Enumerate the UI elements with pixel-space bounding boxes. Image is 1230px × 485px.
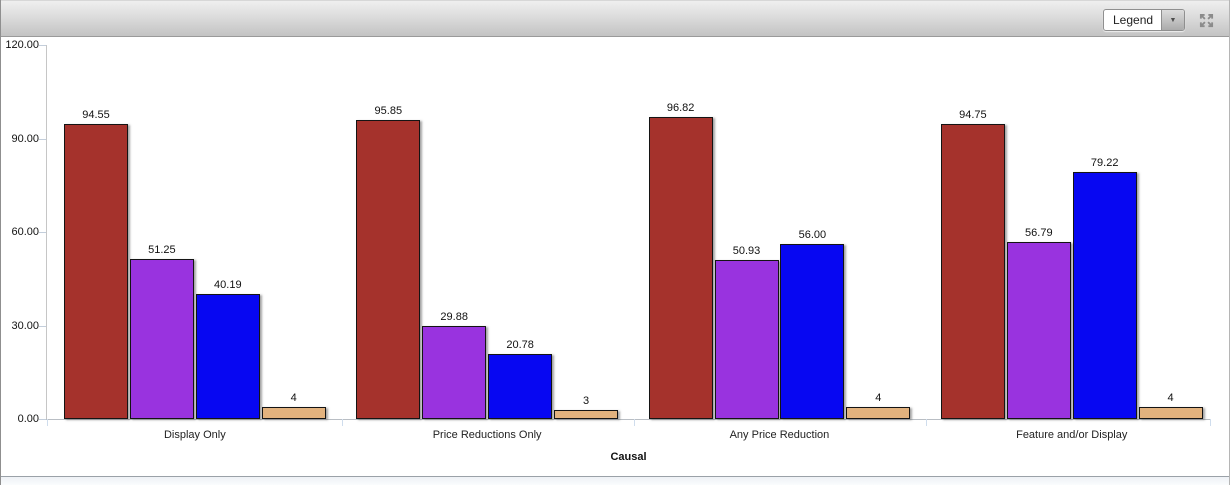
bar[interactable] xyxy=(1006,242,1071,419)
bar-value-label: 56.79 xyxy=(1025,227,1053,239)
bar[interactable] xyxy=(488,354,553,419)
collapse-arrows-icon[interactable] xyxy=(1198,12,1215,29)
bar-chart-plot-area: Causal 0.00 30.00 60.00 90.00 120.00 94.55 51.… xyxy=(1,37,1229,476)
bottom-status-strip xyxy=(1,476,1229,485)
x-axis-title: Causal xyxy=(610,451,647,463)
bar-value-label: 3 xyxy=(582,394,590,407)
bar-value-label: 94.75 xyxy=(959,108,987,121)
y-axis-tick-label: 90.00 xyxy=(11,132,39,145)
x-axis-tick-mark xyxy=(46,419,48,426)
y-axis-tick-mark xyxy=(39,325,46,327)
y-axis-tick-label: 60.00 xyxy=(11,226,39,238)
y-axis-tick-label: 120.00 xyxy=(5,39,39,51)
bar[interactable] xyxy=(714,260,779,419)
bar-value-label: 29.88 xyxy=(440,310,468,323)
bar-value-label: 96.82 xyxy=(666,102,695,115)
legend-dropdown[interactable]: Legend ▼ xyxy=(1103,9,1185,31)
bar[interactable] xyxy=(129,259,194,419)
bar[interactable] xyxy=(356,120,421,419)
x-axis-category-label: Display Only xyxy=(163,429,226,441)
bar-value-label: 4 xyxy=(875,391,882,404)
chevron-down-icon[interactable]: ▼ xyxy=(1161,10,1184,30)
bar-value-label: 79.22 xyxy=(1090,157,1119,170)
bar[interactable] xyxy=(64,124,128,419)
bar-value-label: 50.93 xyxy=(732,245,761,258)
y-axis-tick-mark xyxy=(39,45,46,46)
legend-dropdown-label: Legend xyxy=(1113,13,1154,27)
bar[interactable] xyxy=(780,244,845,419)
bar[interactable] xyxy=(648,117,713,419)
bar[interactable] xyxy=(846,406,911,419)
bar-value-label: 94.55 xyxy=(82,109,110,122)
x-axis-line xyxy=(46,419,1211,420)
bar[interactable] xyxy=(1138,406,1203,419)
bar[interactable] xyxy=(1072,172,1137,419)
x-axis-tick-mark xyxy=(633,419,635,426)
x-axis-tick-mark xyxy=(341,419,343,426)
bar-value-label: 4 xyxy=(1167,391,1174,404)
bar-value-label: 51.25 xyxy=(148,244,176,257)
y-axis-tick-mark xyxy=(39,138,46,140)
y-axis-tick-label: 30.00 xyxy=(11,319,39,332)
y-axis-tick-mark xyxy=(39,232,46,233)
x-axis-category-label: Feature and/or Display xyxy=(1016,429,1128,441)
x-axis-tick-mark xyxy=(1210,419,1211,426)
y-axis-tick-label: 0.00 xyxy=(17,413,39,425)
y-axis-line xyxy=(46,45,47,419)
x-axis-category-label: Any Price Reduction xyxy=(729,429,830,441)
bar[interactable] xyxy=(195,293,260,419)
bar[interactable] xyxy=(261,406,326,419)
x-axis-category-label: Price Reductions Only xyxy=(432,429,542,441)
bar-value-label: 4 xyxy=(290,391,297,404)
collapse-arrows-glyph xyxy=(1199,13,1214,28)
bar-value-label: 95.85 xyxy=(374,105,403,118)
toolbar: Legend ▼ xyxy=(1,0,1229,37)
x-axis-tick-mark xyxy=(926,419,927,426)
y-axis-tick-mark xyxy=(39,419,46,420)
bar[interactable] xyxy=(422,325,487,419)
bar-value-label: 56.00 xyxy=(798,229,827,242)
bar-value-label: 20.78 xyxy=(506,339,534,352)
bar[interactable] xyxy=(554,409,618,419)
bar-value-label: 40.19 xyxy=(214,278,242,291)
bar[interactable] xyxy=(940,123,1005,419)
